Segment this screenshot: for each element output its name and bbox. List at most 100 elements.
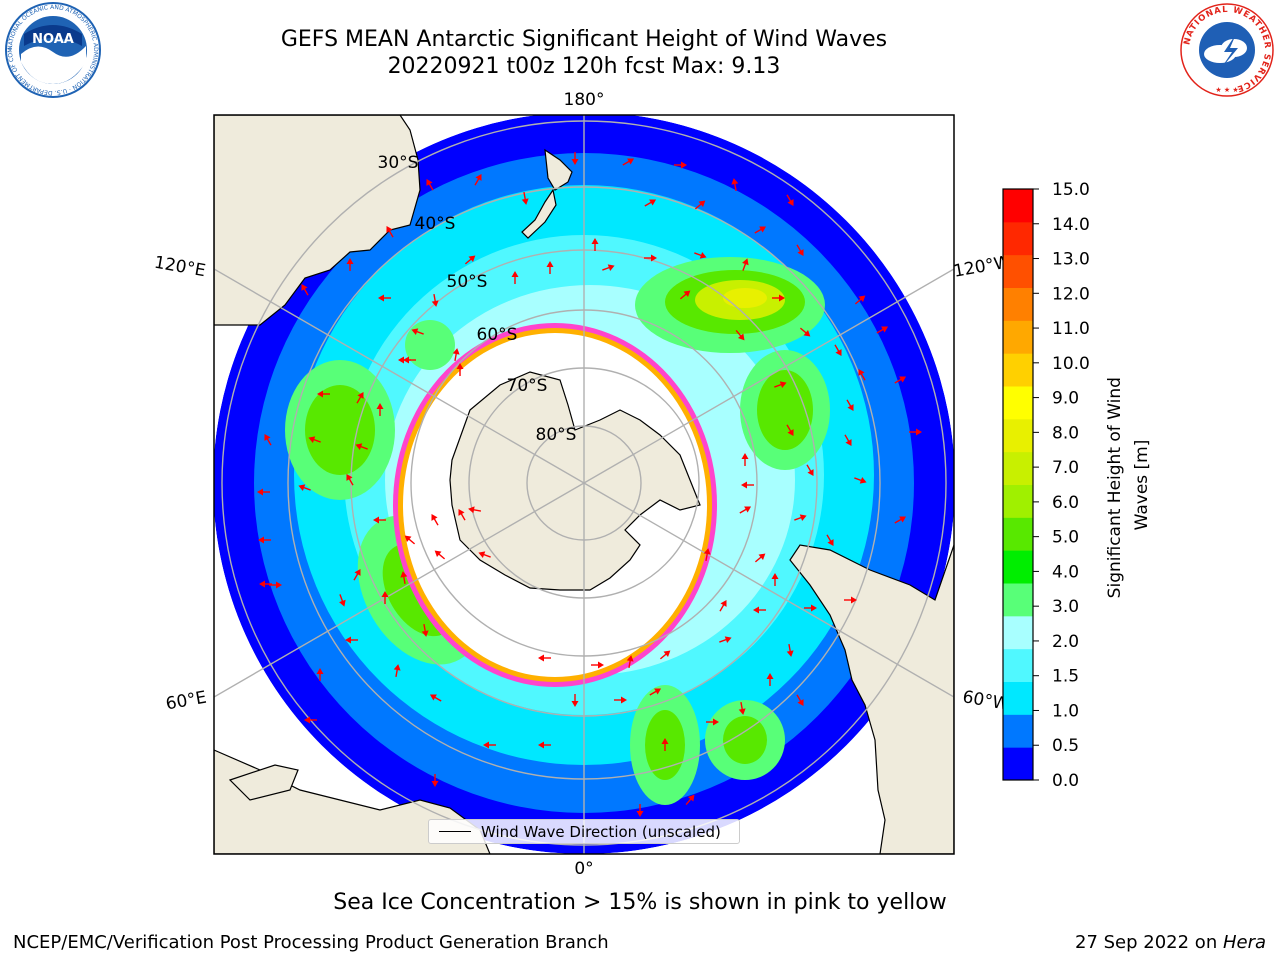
lon-label-180: 180°	[564, 90, 605, 110]
wave-direction-arrow	[844, 596, 857, 604]
wave-direction-arrow	[429, 694, 442, 702]
lat-label-50s: 50°S	[447, 272, 488, 292]
colorbar-segment	[1003, 353, 1033, 387]
wave-direction-arrow	[355, 443, 368, 450]
wave-direction-arrow	[786, 424, 794, 437]
colorbar-tick-label: 4.0	[1052, 562, 1079, 582]
wave-direction-arrow	[434, 550, 446, 560]
wave-direction-arrow	[771, 573, 779, 586]
footer-host: Hera	[1222, 932, 1266, 953]
lat-label-70s: 70°S	[507, 376, 548, 396]
new-zealand-land	[544, 148, 573, 191]
wave-direction-arrow	[546, 261, 554, 274]
wave-direction-arrow	[456, 363, 464, 376]
antarctica-land	[449, 371, 701, 591]
lon-label-60e: 60°E	[164, 688, 208, 715]
map-frame	[213, 114, 955, 855]
wave-direction-arrow	[373, 516, 386, 524]
wave-direction-arrow	[766, 673, 774, 686]
colorbar-frame	[1002, 188, 1034, 781]
wave-direction-arrow	[298, 484, 311, 491]
wave-direction-arrow	[799, 327, 811, 337]
colorbar-segment	[1003, 221, 1033, 256]
colorbar-segment	[1003, 583, 1033, 617]
wave-direction-arrow	[346, 473, 354, 486]
wave-direction-arrow	[644, 199, 657, 207]
lat-label-80s: 80°S	[536, 425, 577, 445]
wave-direction-arrow	[259, 580, 272, 588]
wave-direction-arrow	[826, 534, 834, 547]
wave-direction-arrow	[894, 516, 907, 524]
madagascar-land	[228, 764, 299, 801]
colorbar-label-line1: Significant Height of Wind	[1105, 377, 1125, 598]
colorbar: 0.0 0.5 1.0 1.5 2.0 3.0 4.0 5.0 6.0 7.0 8.0 9.0 10.0…	[1002, 180, 1090, 791]
wave-direction-arrow	[386, 225, 394, 238]
wind-wave-arrows	[257, 152, 922, 817]
wave-direction-arrow	[431, 774, 439, 787]
colorbar-label: Significant Height of Wind Waves [m]	[1105, 372, 1152, 599]
wave-direction-arrow	[378, 294, 391, 302]
wave-direction-arrow	[404, 535, 416, 545]
wave-direction-arrow	[458, 508, 466, 521]
colorbar-tick-label: 0.5	[1052, 736, 1079, 756]
wave-direction-arrow	[742, 258, 749, 271]
wave-direction-arrow	[483, 741, 496, 749]
wave-direction-arrow	[694, 200, 706, 210]
colorbar-label-line2: Waves [m]	[1132, 440, 1152, 531]
wave-direction-arrow	[308, 436, 321, 443]
wave-direction-arrow	[661, 738, 669, 751]
wave-direction-arrow	[269, 581, 282, 589]
wave-direction-arrow	[876, 326, 889, 334]
wave-direction-arrow	[909, 428, 922, 436]
wave-direction-arrow	[304, 716, 317, 724]
wave-direction-arrow	[731, 178, 739, 192]
wave-direction-arrow	[426, 178, 434, 191]
wave-direction-arrow	[622, 158, 635, 166]
colorbar-tick-label: 6.0	[1052, 493, 1079, 513]
wave-direction-arrow	[738, 701, 746, 715]
wave-direction-arrow	[468, 506, 482, 514]
colorbar-tick-label: 15.0	[1052, 180, 1090, 200]
map-legend: Wind Wave Direction (unscaled)	[428, 819, 740, 844]
wave-direction-arrow	[346, 258, 354, 271]
lon-label-0: 0°	[574, 859, 593, 879]
lat-label-30s: 30°S	[378, 153, 419, 173]
wave-direction-arrow	[478, 551, 491, 558]
colorbar-tick-label: 0.0	[1052, 771, 1079, 791]
colorbar-segment	[1003, 287, 1033, 321]
south-america-land	[789, 544, 954, 854]
wave-direction-arrow	[353, 568, 361, 581]
wave-direction-arrow	[735, 329, 745, 341]
wave-direction-arrow	[511, 271, 519, 284]
lat-label-60s: 60°S	[477, 325, 518, 345]
wave-direction-arrow	[301, 283, 309, 296]
colorbar-segment	[1003, 648, 1033, 682]
wave-direction-arrow	[636, 804, 644, 817]
lon-label-120e: 120°E	[153, 253, 207, 282]
australia-land	[214, 115, 421, 326]
colorbar-segment	[1003, 681, 1033, 715]
wave-direction-arrow	[694, 252, 707, 259]
wave-direction-arrow	[754, 553, 766, 563]
colorbar-tick-label: 9.0	[1052, 389, 1079, 409]
wave-direction-arrow	[398, 356, 411, 364]
colorbar-tick-label: 8.0	[1052, 423, 1079, 443]
colorbar-tick-label: 2.0	[1052, 632, 1079, 652]
wave-direction-arrow	[854, 295, 866, 305]
chart-title: GEFS MEAN Antarctic Significant Height o…	[280, 27, 888, 52]
wave-direction-arrow	[644, 254, 657, 262]
wave-direction-arrow	[844, 434, 852, 447]
wave-direction-arrow	[452, 348, 460, 362]
colorbar-segment	[1003, 451, 1033, 485]
colorbar-segment	[1003, 189, 1033, 223]
wave-direction-arrow	[257, 488, 270, 496]
colorbar-tick-label: 5.0	[1052, 528, 1079, 548]
colorbar-segment	[1003, 747, 1033, 781]
wave-direction-arrow	[674, 161, 687, 169]
wave-direction-arrow	[538, 741, 551, 749]
wave-direction-arrow	[786, 194, 794, 207]
noaa-logo: NATIONAL OCEANIC AND ATMOSPHERIC ADMINIS…	[2, 2, 101, 98]
wave-direction-arrow	[796, 694, 804, 707]
wave-direction-arrow	[719, 636, 732, 643]
